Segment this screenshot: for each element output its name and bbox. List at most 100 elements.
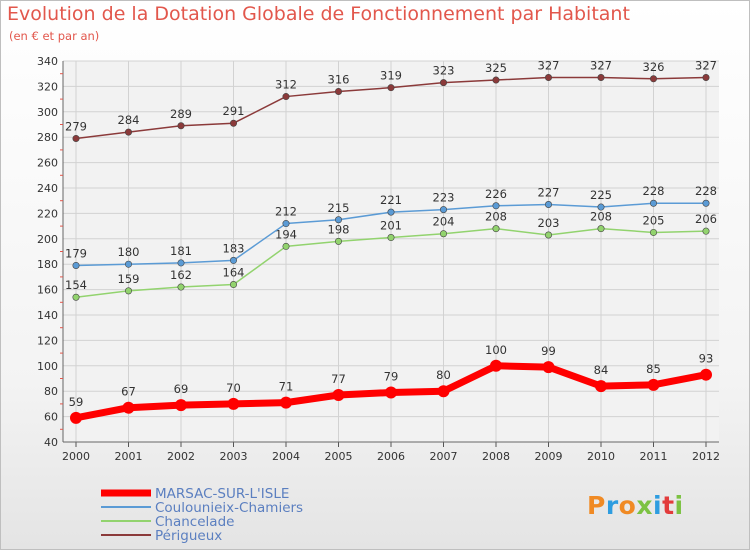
data-label-marsac-sur-l-isle: 99	[541, 344, 556, 358]
data-label-chancelade: 154	[65, 278, 87, 292]
data-label-chancelade: 198	[328, 222, 350, 236]
data-point-chancelade	[597, 225, 605, 233]
data-point-marsac-sur-l-isle	[385, 386, 397, 399]
logo-letter: i	[674, 491, 684, 520]
y-tick-label: 340	[37, 55, 58, 68]
data-label-chancelade: 208	[485, 210, 507, 224]
data-point-marsac-sur-l-isle	[595, 380, 607, 393]
y-tick-label: 200	[37, 233, 58, 246]
data-label-p-rigueux: 291	[223, 104, 245, 118]
data-label-p-rigueux: 325	[485, 61, 507, 75]
data-point-chancelade	[544, 231, 552, 239]
data-label-coulounieix-chamiers: 228	[695, 184, 717, 198]
x-tick-label: 2001	[115, 450, 143, 463]
data-label-chancelade: 162	[170, 268, 192, 282]
data-point-coulounieix-chamiers	[334, 216, 342, 224]
data-label-marsac-sur-l-isle: 67	[121, 385, 136, 399]
legend-label-coulounieix-chamiers: Coulounieix-Chamiers	[155, 500, 303, 516]
proxiti-logo: Proxiti	[587, 491, 684, 520]
data-point-coulounieix-chamiers	[439, 206, 447, 214]
data-label-p-rigueux: 279	[65, 119, 87, 133]
data-point-coulounieix-chamiers	[125, 260, 133, 268]
data-label-coulounieix-chamiers: 215	[328, 201, 350, 215]
y-tick-label: 60	[44, 411, 58, 424]
data-point-chancelade	[492, 225, 500, 233]
data-label-coulounieix-chamiers: 181	[170, 244, 192, 258]
x-tick-label: 2005	[325, 450, 353, 463]
data-point-coulounieix-chamiers	[72, 261, 80, 269]
data-label-coulounieix-chamiers: 221	[380, 193, 402, 207]
chart-subtitle: (en € et par an)	[9, 29, 100, 43]
logo-letter: P	[587, 491, 606, 520]
data-label-coulounieix-chamiers: 212	[275, 205, 297, 219]
data-point-marsac-sur-l-isle	[280, 396, 292, 409]
data-label-p-rigueux: 319	[380, 69, 402, 83]
y-tick-label: 80	[44, 385, 58, 398]
data-label-chancelade: 204	[433, 215, 455, 229]
data-label-chancelade: 205	[643, 213, 665, 227]
y-tick-label: 180	[37, 258, 58, 271]
data-label-chancelade: 159	[118, 272, 140, 286]
x-tick-label: 2011	[640, 450, 668, 463]
data-label-coulounieix-chamiers: 180	[118, 245, 140, 259]
data-point-coulounieix-chamiers	[282, 220, 290, 228]
data-point-marsac-sur-l-isle	[122, 401, 135, 414]
data-point-p-rigueux	[439, 79, 447, 87]
data-label-coulounieix-chamiers: 223	[433, 191, 455, 205]
data-point-p-rigueux	[125, 128, 133, 136]
data-point-marsac-sur-l-isle	[490, 359, 502, 372]
data-point-marsac-sur-l-isle	[437, 385, 450, 398]
data-point-p-rigueux	[334, 87, 342, 95]
data-label-marsac-sur-l-isle: 70	[226, 381, 241, 395]
logo-letter: t	[662, 491, 675, 520]
data-point-coulounieix-chamiers	[177, 259, 185, 267]
data-point-coulounieix-chamiers	[492, 202, 500, 210]
data-point-marsac-sur-l-isle	[332, 389, 345, 402]
data-point-coulounieix-chamiers	[702, 199, 710, 207]
x-tick-label: 2009	[535, 450, 563, 463]
data-label-marsac-sur-l-isle: 93	[699, 352, 714, 366]
data-point-coulounieix-chamiers	[387, 208, 395, 216]
data-label-chancelade: 203	[538, 216, 560, 230]
data-label-p-rigueux: 323	[433, 64, 455, 78]
data-label-p-rigueux: 289	[170, 107, 192, 121]
y-tick-label: 320	[37, 80, 58, 93]
data-point-p-rigueux	[387, 84, 395, 92]
y-tick-label: 120	[37, 334, 58, 347]
data-point-chancelade	[230, 281, 238, 289]
logo-letter: r	[605, 491, 619, 520]
y-tick-label: 300	[37, 106, 58, 119]
data-label-p-rigueux: 327	[538, 59, 560, 73]
data-label-coulounieix-chamiers: 226	[485, 187, 507, 201]
data-point-chancelade	[125, 287, 133, 295]
data-point-coulounieix-chamiers	[649, 199, 657, 207]
data-point-chancelade	[649, 228, 657, 236]
x-tick-label: 2002	[167, 450, 195, 463]
data-point-marsac-sur-l-isle	[542, 361, 555, 374]
data-point-p-rigueux	[702, 74, 710, 82]
x-tick-label: 2000	[62, 450, 90, 463]
legend-label-chancelade: Chancelade	[155, 514, 234, 530]
data-label-marsac-sur-l-isle: 71	[279, 380, 294, 394]
data-label-chancelade: 164	[223, 266, 245, 280]
y-tick-label: 280	[37, 131, 58, 144]
data-label-marsac-sur-l-isle: 79	[384, 369, 399, 383]
logo-letter: o	[618, 491, 637, 520]
y-tick-label: 40	[44, 436, 58, 449]
data-label-chancelade: 208	[590, 210, 612, 224]
data-label-p-rigueux: 326	[643, 60, 665, 74]
data-point-p-rigueux	[492, 76, 500, 84]
data-point-chancelade	[177, 283, 185, 291]
data-label-p-rigueux: 316	[328, 72, 350, 86]
y-tick-label: 160	[37, 284, 58, 297]
data-point-marsac-sur-l-isle	[70, 411, 82, 424]
logo-letter: x	[636, 491, 653, 520]
data-label-p-rigueux: 284	[118, 113, 140, 127]
data-label-coulounieix-chamiers: 227	[538, 186, 560, 200]
data-label-p-rigueux: 327	[590, 59, 612, 73]
data-point-marsac-sur-l-isle	[647, 378, 660, 391]
y-tick-label: 140	[37, 309, 58, 322]
data-point-marsac-sur-l-isle	[700, 368, 712, 381]
data-label-marsac-sur-l-isle: 77	[331, 372, 346, 386]
